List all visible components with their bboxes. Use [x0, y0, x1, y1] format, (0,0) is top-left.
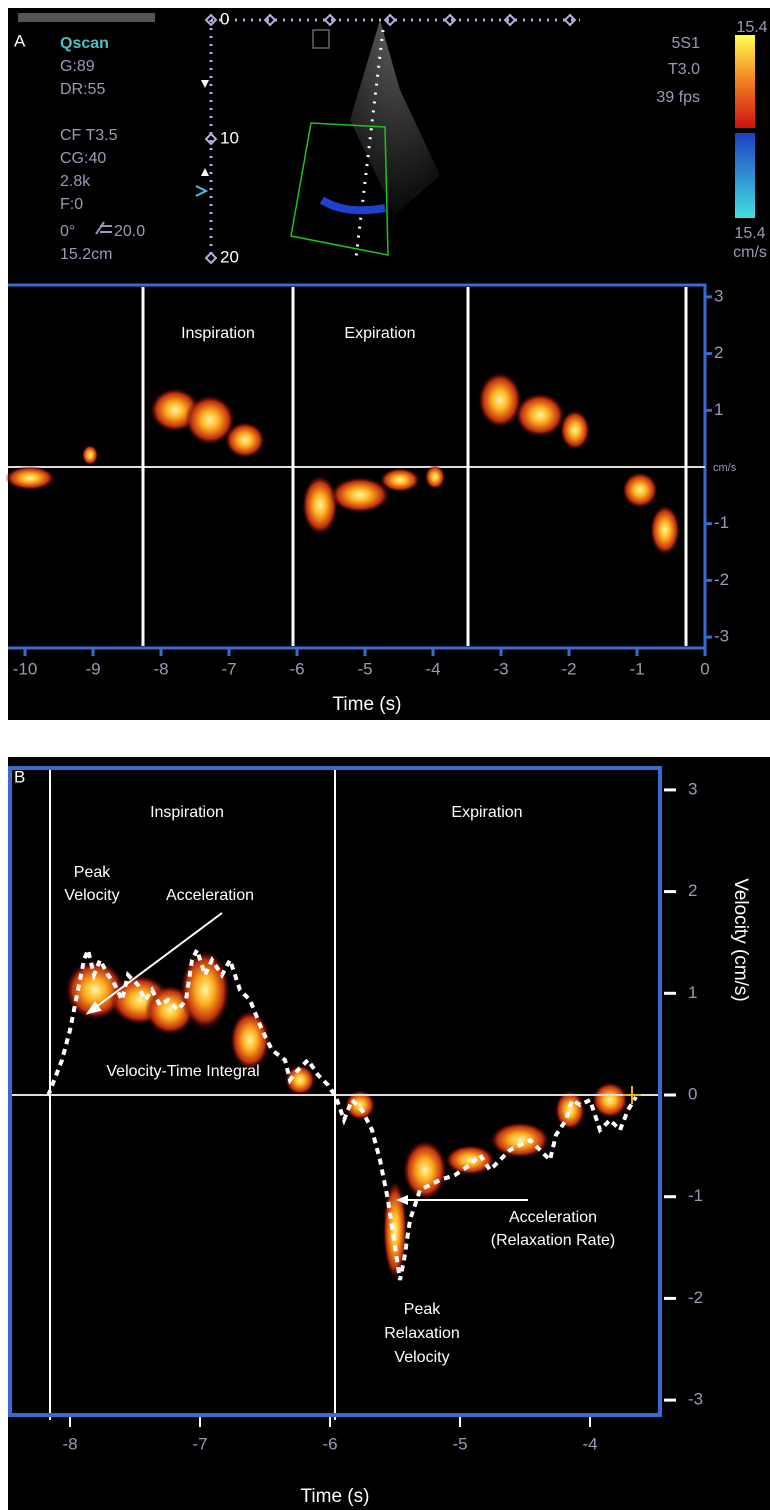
signal-blob [380, 468, 420, 492]
signal-blob [445, 1145, 495, 1175]
color-bar-positive [735, 35, 755, 128]
y-tick-label: 1 [688, 983, 697, 1002]
y-tick-label: -3 [714, 627, 729, 646]
x-tick-label: -3 [493, 659, 508, 678]
signal-blob [560, 410, 590, 450]
y-axis-label: Velocity (cm/s) [730, 878, 751, 1002]
signal-blob [515, 393, 565, 437]
x-axis-label: Time (s) [301, 1486, 370, 1507]
color-bar-top: 15.4 [736, 19, 767, 36]
y-tick-label: 1 [714, 400, 723, 419]
color-bar-bottom: 15.4 [734, 225, 765, 242]
phase-label: Inspiration [150, 804, 224, 821]
y-tick-label: 2 [714, 343, 723, 362]
signal-blob [592, 1082, 628, 1118]
signal-blob [403, 1140, 447, 1200]
probe-line: T3.0 [668, 61, 700, 78]
x-tick-label: -7 [221, 659, 236, 678]
signal-blob [180, 950, 230, 1030]
scan-depth: 15.2cm [60, 246, 112, 263]
x-tick-label: -1 [629, 659, 644, 678]
annotation: (Relaxation Rate) [491, 1232, 616, 1249]
x-tick-label: 0 [700, 659, 709, 678]
y-tick-label: 0 [688, 1084, 697, 1103]
signal-blob [5, 466, 55, 490]
y-tick-label: -1 [688, 1186, 703, 1205]
x-tick-label: -2 [561, 659, 576, 678]
depth-tick-label: 10 [220, 128, 239, 147]
x-tick-label: -8 [62, 1434, 77, 1453]
steer-value: 20.0 [114, 223, 145, 240]
signal-blob [622, 472, 658, 508]
signal-blob [490, 1122, 550, 1158]
panel-label: B [14, 767, 25, 786]
x-tick-label: -9 [85, 659, 100, 678]
panel-label: A [14, 31, 26, 50]
y-tick-label: -1 [714, 513, 729, 532]
scan-angle: 0° [60, 223, 75, 240]
x-tick-label: -6 [322, 1434, 337, 1453]
y-tick-label: 3 [714, 286, 723, 305]
y-tick-label: -2 [688, 1288, 703, 1307]
x-tick-label: -5 [357, 659, 372, 678]
setting: G:89 [60, 58, 95, 75]
signal-blob [82, 445, 98, 465]
setting: CG:40 [60, 150, 106, 167]
scan-mode: Qscan [60, 35, 109, 52]
phase-label: Expiration [344, 325, 415, 342]
y-tick-label: 2 [688, 881, 697, 900]
signal-blob [650, 505, 680, 555]
signal-blob [478, 372, 522, 428]
color-bar-unit: cm/s [733, 244, 767, 261]
signal-blob [302, 475, 338, 535]
panel-b-background [8, 757, 770, 1510]
y-tick-label: -2 [714, 570, 729, 589]
setting: F:0 [60, 196, 83, 213]
setting: CF T3.5 [60, 127, 118, 144]
annotation: Peak [404, 1301, 441, 1318]
probe-line: 5S1 [672, 35, 701, 52]
x-tick-label: -5 [452, 1434, 467, 1453]
annotation: Acceleration [509, 1209, 597, 1226]
annotation: Acceleration [166, 887, 254, 904]
depth-tick-label: 20 [220, 247, 239, 266]
phase-label: Expiration [451, 804, 522, 821]
x-tick-label: -4 [425, 659, 440, 678]
setting: DR:55 [60, 81, 105, 98]
phase-label: Inspiration [181, 325, 255, 342]
x-tick-label: -10 [13, 659, 38, 678]
signal-blob [425, 465, 445, 489]
figure: A Qscan G:89DR:55CF T3.5CG:402.8kF:0 0° … [0, 0, 770, 1510]
zero-label: cm/s [713, 462, 737, 474]
x-tick-label: -4 [582, 1434, 597, 1453]
color-bar-negative [735, 133, 755, 218]
signal-blob [225, 422, 265, 458]
y-tick-label: 3 [688, 779, 697, 798]
signal-blob [230, 1010, 270, 1070]
annotation: Peak [74, 864, 111, 881]
depth-tick-label: 0 [220, 9, 229, 28]
annotation: Velocity-Time Integral [106, 1063, 259, 1080]
x-tick-label: -8 [153, 659, 168, 678]
probe-line: 39 fps [656, 89, 700, 106]
annotation: Velocity [64, 887, 119, 904]
x-tick-label: -7 [192, 1434, 207, 1453]
x-tick-label: -6 [289, 659, 304, 678]
setting: 2.8k [60, 173, 91, 190]
progress-bar [18, 13, 155, 22]
y-tick-label: -3 [688, 1390, 703, 1409]
annotation: Velocity [394, 1349, 449, 1366]
x-axis-label: Time (s) [333, 694, 402, 715]
annotation: Relaxation [384, 1325, 460, 1342]
